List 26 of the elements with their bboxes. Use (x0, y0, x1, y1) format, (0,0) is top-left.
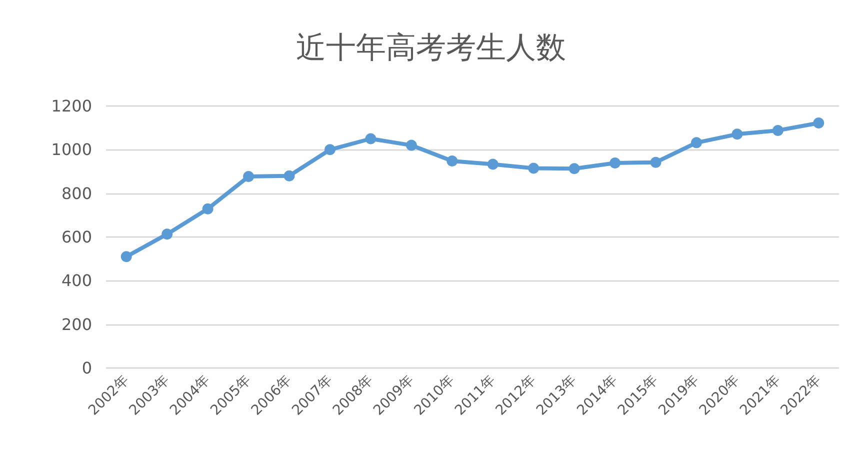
y-tick-label: 1200 (51, 96, 92, 116)
point (406, 140, 417, 151)
point (650, 156, 662, 168)
y-tick-label: 400 (61, 271, 92, 290)
y-tick-label: 200 (61, 314, 92, 334)
point (772, 124, 784, 136)
point (732, 128, 743, 140)
point (324, 144, 336, 156)
chart-title: 近十年高考考生人数 (296, 30, 566, 66)
point (162, 228, 173, 240)
y-tick-label: 600 (61, 228, 92, 246)
point (120, 251, 132, 262)
point (813, 118, 824, 129)
point (365, 133, 376, 144)
point (243, 171, 254, 182)
point (202, 203, 214, 214)
point (610, 157, 621, 168)
point (528, 162, 540, 174)
y-tick-label: 800 (61, 184, 92, 203)
point (284, 170, 295, 182)
y-tick-label: 0 (82, 358, 92, 378)
point (568, 163, 580, 174)
y-tick-label: 1000 (51, 140, 92, 160)
point (487, 158, 498, 170)
point (690, 137, 702, 148)
point (446, 156, 458, 167)
